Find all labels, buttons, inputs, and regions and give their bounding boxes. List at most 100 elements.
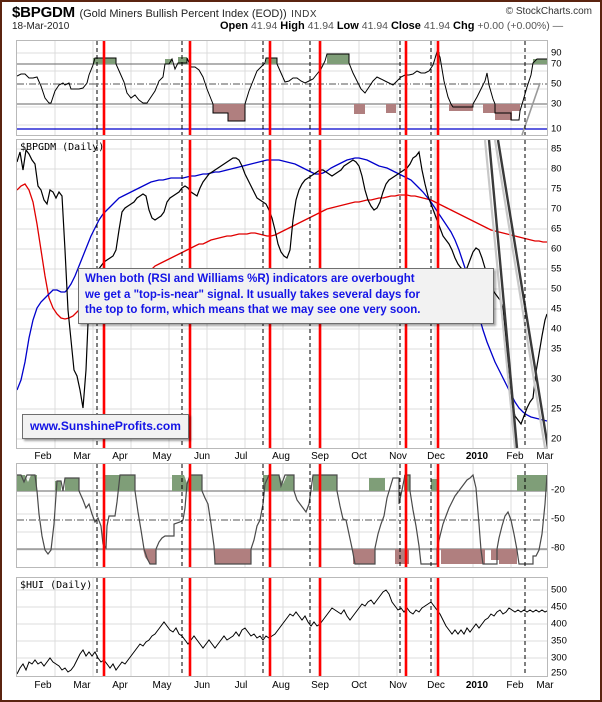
high-value: 41.94 — [307, 20, 334, 32]
header-title-line: $BPGDM (Gold Miners Bullish Percent Inde… — [12, 4, 317, 22]
x-tick: May — [152, 451, 172, 462]
x-tick: Aug — [272, 680, 290, 691]
x-tick: Dec — [427, 680, 445, 691]
x-tick: Mar — [536, 451, 554, 462]
x-tick: Dec — [427, 451, 445, 462]
x-tick: Feb — [506, 680, 524, 691]
price-line — [17, 148, 547, 426]
watermark-url: www.SunshineProfits.com — [30, 419, 181, 433]
x-tick: Mar — [73, 451, 91, 462]
hui-gridlines — [17, 578, 547, 676]
price-tick: 55 — [551, 263, 562, 275]
price-tick: 40 — [551, 323, 562, 335]
price-tick: 35 — [551, 343, 562, 355]
hui-line — [17, 589, 547, 675]
price-tick: 85 — [551, 143, 562, 155]
price-tick: 25 — [551, 403, 562, 415]
price-tick: 30 — [551, 373, 562, 385]
open-label: Open — [220, 20, 249, 32]
rsi-line — [17, 50, 547, 122]
x-tick: Mar — [73, 680, 91, 691]
x-tick: Jul — [234, 680, 248, 691]
hui-plot — [17, 578, 547, 676]
chart-header: $BPGDM (Gold Miners Bullish Percent Inde… — [2, 2, 600, 36]
rsi-oversold-fills — [213, 104, 520, 121]
williams-r-line — [17, 473, 547, 565]
x-tick: Sep — [311, 451, 329, 462]
annotation-line-3: the top to form, which means that we may… — [85, 304, 421, 316]
rsi-tick: 10 — [551, 123, 562, 135]
hui-tick: 400 — [551, 618, 567, 630]
x-tick: Jun — [193, 451, 211, 462]
x-axis-middle: Feb Mar Apr May Jun Jul Aug Sep Oct Nov … — [16, 449, 553, 469]
x-tick: Apr — [112, 451, 128, 462]
x-tick: May — [152, 680, 172, 691]
quote-date: 18-Mar-2010 — [12, 21, 70, 32]
price-tick: 70 — [551, 203, 562, 215]
x-tick: Feb — [34, 680, 52, 691]
x-tick: Nov — [389, 680, 407, 691]
wr-tick: -50 — [551, 513, 565, 525]
trend-lines — [483, 140, 547, 448]
high-label: High — [280, 20, 305, 32]
symbol-exchange: INDX — [291, 9, 318, 20]
hui-tick: 500 — [551, 584, 567, 596]
x-tick: Feb — [34, 451, 52, 462]
close-value: 41.94 — [423, 20, 451, 32]
annotation-line-1: When both (RSI and Williams %R) indicato… — [85, 273, 415, 285]
quote-bar: Open 41.94 High 41.94 Low 41.94 Close 41… — [220, 20, 563, 32]
chg-arrow-icon: — — [552, 20, 564, 32]
x-tick-year: 2010 — [465, 680, 489, 691]
symbol-description: (Gold Miners Bullish Percent Index (EOD)… — [79, 8, 287, 20]
rsi-tick: 70 — [551, 58, 562, 70]
price-panel-title: $BPGDM (Daily) — [20, 142, 105, 153]
rsi-tick: 50 — [551, 78, 562, 90]
annotation-callout: When both (RSI and Williams %R) indicato… — [78, 268, 494, 324]
symbol-ticker: $BPGDM — [12, 4, 75, 21]
x-tick: Mar — [536, 680, 554, 691]
hui-tick: 250 — [551, 667, 567, 679]
rsi-plot — [17, 41, 547, 135]
price-tick: 65 — [551, 223, 562, 235]
wr-tick: -80 — [551, 542, 565, 554]
rsi-panel — [16, 40, 548, 136]
stockcharts-brand: © StockCharts.com — [505, 6, 592, 17]
price-tick: 20 — [551, 433, 562, 445]
x-tick: Nov — [389, 451, 407, 462]
price-tick: 45 — [551, 303, 562, 315]
rsi-tick: 30 — [551, 98, 562, 110]
x-tick: Oct — [351, 680, 367, 691]
rsi-gridlines — [17, 41, 547, 135]
open-value: 41.94 — [251, 20, 278, 32]
x-tick-year: 2010 — [465, 451, 489, 462]
x-tick: Aug — [272, 451, 290, 462]
x-tick: Feb — [506, 451, 524, 462]
watermark-badge[interactable]: www.SunshineProfits.com — [22, 414, 189, 439]
hui-signal-markers — [96, 578, 526, 676]
x-axis-bottom: Feb Mar Apr May Jun Jul Aug Sep Oct Nov … — [16, 678, 553, 698]
hui-panel — [16, 577, 548, 677]
close-label: Close — [390, 20, 421, 32]
x-tick: Jul — [234, 451, 248, 462]
price-tick: 60 — [551, 243, 562, 255]
x-tick: Oct — [351, 451, 367, 462]
price-tick: 50 — [551, 283, 562, 295]
low-label: Low — [336, 20, 359, 32]
hui-tick: 350 — [551, 635, 567, 647]
wr-tick: -20 — [551, 484, 565, 496]
chg-label: Chg — [453, 20, 475, 32]
rsi-tick: 90 — [551, 47, 562, 59]
hui-tick: 300 — [551, 652, 567, 664]
wr-signal-markers — [96, 464, 526, 567]
price-plot — [17, 140, 547, 448]
wr-oversold-fills — [143, 549, 517, 564]
williams-r-plot — [17, 464, 547, 567]
chg-value: +0.00 (+0.00%) — [477, 20, 550, 32]
hui-panel-title: $HUI (Daily) — [20, 580, 93, 591]
low-value: 41.94 — [361, 20, 389, 32]
x-tick: Jun — [193, 680, 211, 691]
williams-r-panel — [16, 463, 548, 568]
hui-tick: 450 — [551, 601, 567, 613]
rsi-signal-markers — [96, 41, 526, 135]
